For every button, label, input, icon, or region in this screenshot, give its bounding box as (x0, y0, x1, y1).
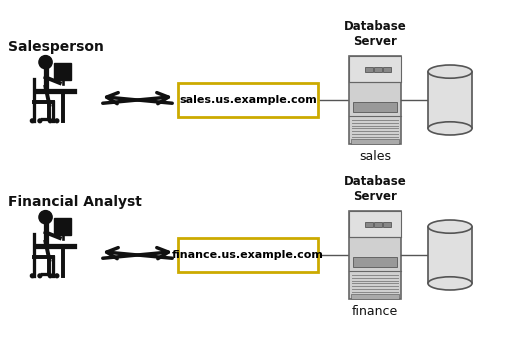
Ellipse shape (427, 277, 471, 290)
Circle shape (55, 119, 59, 123)
Circle shape (39, 211, 52, 224)
Circle shape (48, 274, 52, 278)
FancyBboxPatch shape (178, 83, 317, 117)
FancyBboxPatch shape (348, 56, 400, 82)
FancyBboxPatch shape (373, 67, 381, 71)
Circle shape (38, 274, 42, 278)
FancyBboxPatch shape (350, 139, 398, 144)
FancyBboxPatch shape (350, 294, 398, 299)
FancyBboxPatch shape (352, 102, 396, 112)
Text: Database
Server: Database Server (343, 20, 406, 48)
Text: finance: finance (351, 305, 397, 318)
Text: Database
Server: Database Server (343, 175, 406, 203)
Text: Salesperson: Salesperson (8, 40, 104, 54)
Text: Financial Analyst: Financial Analyst (8, 195, 141, 209)
FancyBboxPatch shape (348, 211, 400, 299)
Circle shape (30, 119, 34, 123)
FancyBboxPatch shape (178, 238, 317, 272)
Ellipse shape (427, 122, 471, 135)
Circle shape (55, 274, 59, 278)
FancyBboxPatch shape (54, 218, 71, 235)
Ellipse shape (427, 65, 471, 78)
FancyBboxPatch shape (382, 222, 390, 226)
FancyBboxPatch shape (427, 71, 471, 128)
FancyBboxPatch shape (348, 211, 400, 237)
Circle shape (39, 55, 52, 69)
FancyBboxPatch shape (54, 63, 71, 80)
FancyBboxPatch shape (352, 257, 396, 267)
Circle shape (38, 119, 42, 123)
FancyBboxPatch shape (364, 67, 372, 71)
FancyBboxPatch shape (373, 222, 381, 226)
Circle shape (48, 119, 52, 123)
Text: sales.us.example.com: sales.us.example.com (179, 95, 316, 105)
Ellipse shape (427, 220, 471, 233)
Text: finance.us.example.com: finance.us.example.com (172, 250, 323, 260)
FancyBboxPatch shape (427, 227, 471, 284)
FancyBboxPatch shape (382, 67, 390, 71)
FancyBboxPatch shape (348, 56, 400, 144)
Circle shape (30, 274, 34, 278)
FancyBboxPatch shape (364, 222, 372, 226)
Text: sales: sales (358, 150, 390, 163)
